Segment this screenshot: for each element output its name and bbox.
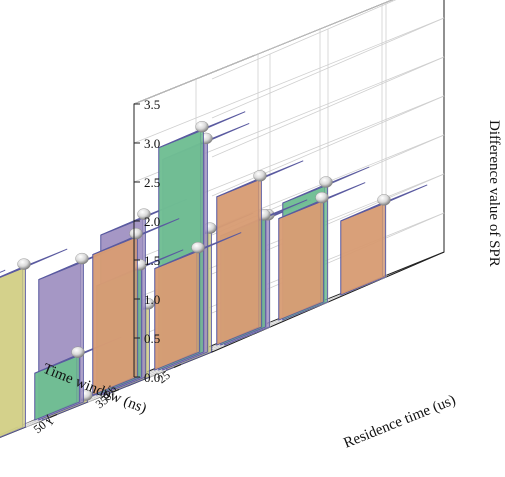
y-tick-label: 1.5: [0, 433, 3, 453]
bar-face-side: [278, 199, 324, 321]
bar-marker: [319, 176, 333, 188]
bar-marker: [195, 120, 209, 133]
bar: [340, 184, 428, 296]
bar-marker: [137, 208, 151, 220]
bar-marker: [71, 346, 85, 358]
side-gridline: [133, 17, 445, 144]
back-gridline: [211, 17, 445, 119]
y-tick: [46, 414, 51, 422]
y-tick: [104, 389, 109, 397]
bar: [34, 336, 122, 421]
back-gridline: [211, 95, 445, 197]
bar-marker: [75, 252, 89, 265]
z-tick-label: 1.0: [144, 292, 160, 307]
bar-face-side: [216, 178, 262, 346]
z-tick-label: 0.0: [144, 370, 160, 385]
bar: [0, 269, 6, 273]
x-tick: [111, 389, 120, 393]
z-tick-label: 2.5: [144, 175, 160, 190]
y-axis-title: Residence time (us): [342, 392, 458, 451]
bars-layer: [0, 111, 428, 438]
bar-face-side: [92, 235, 138, 396]
bar-marker: [191, 241, 205, 254]
bar-face-side: [154, 249, 200, 371]
bar: [92, 218, 180, 396]
bar-marker: [253, 170, 267, 182]
bar-face-side: [0, 266, 26, 438]
z-tick-label: 1.5: [144, 253, 160, 268]
bar: [0, 248, 68, 438]
y-tick-label: 0.6: [100, 383, 120, 403]
z-tick-label: 0.5: [144, 331, 160, 346]
z-tick-label: 3.0: [144, 136, 160, 151]
z-axis-title: Difference value of SPR: [486, 120, 502, 267]
bar-marker: [17, 258, 31, 270]
bar-marker: [377, 194, 391, 206]
bar-face-top: [0, 269, 6, 273]
back-gridline: [211, 56, 445, 158]
bar-marker: [129, 227, 143, 240]
bar: [216, 160, 304, 346]
bar-marker: [315, 191, 329, 204]
side-gridline: [133, 0, 393, 105]
bar: [278, 182, 366, 321]
x-tick: [173, 364, 182, 368]
bar: [154, 232, 242, 371]
z-tick-label: 2.0: [144, 214, 160, 229]
x-tick: [49, 414, 58, 418]
z-tick-label: 3.5: [144, 97, 160, 112]
back-gridline: [211, 0, 397, 80]
